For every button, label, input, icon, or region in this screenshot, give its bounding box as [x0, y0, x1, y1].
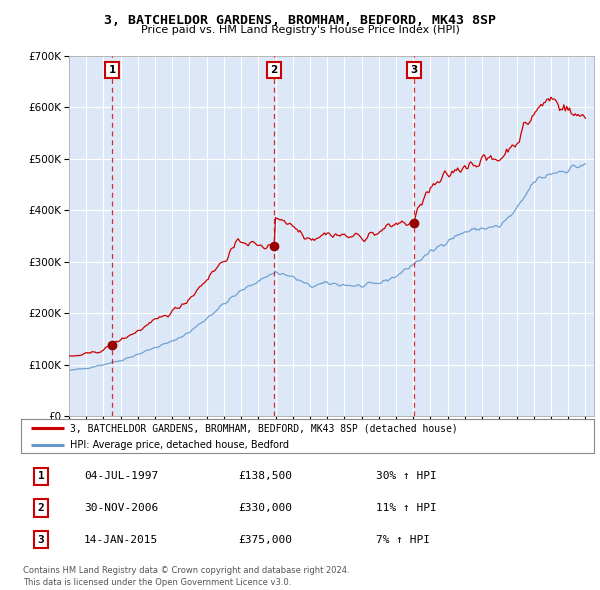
Text: 3: 3	[410, 65, 418, 75]
Text: 1: 1	[109, 65, 116, 75]
Text: £375,000: £375,000	[239, 535, 293, 545]
Text: 11% ↑ HPI: 11% ↑ HPI	[376, 503, 437, 513]
Text: 04-JUL-1997: 04-JUL-1997	[84, 471, 158, 481]
Text: 1: 1	[38, 471, 44, 481]
Text: 3, BATCHELDOR GARDENS, BROMHAM, BEDFORD, MK43 8SP (detached house): 3, BATCHELDOR GARDENS, BROMHAM, BEDFORD,…	[70, 424, 457, 434]
Text: 7% ↑ HPI: 7% ↑ HPI	[376, 535, 430, 545]
Text: 30-NOV-2006: 30-NOV-2006	[84, 503, 158, 513]
Text: 14-JAN-2015: 14-JAN-2015	[84, 535, 158, 545]
Text: 3: 3	[38, 535, 44, 545]
Text: 3, BATCHELDOR GARDENS, BROMHAM, BEDFORD, MK43 8SP: 3, BATCHELDOR GARDENS, BROMHAM, BEDFORD,…	[104, 14, 496, 27]
Text: 2: 2	[38, 503, 44, 513]
Text: This data is licensed under the Open Government Licence v3.0.: This data is licensed under the Open Gov…	[23, 578, 291, 587]
Text: 30% ↑ HPI: 30% ↑ HPI	[376, 471, 437, 481]
Text: Price paid vs. HM Land Registry's House Price Index (HPI): Price paid vs. HM Land Registry's House …	[140, 25, 460, 35]
Text: Contains HM Land Registry data © Crown copyright and database right 2024.: Contains HM Land Registry data © Crown c…	[23, 566, 349, 575]
Text: HPI: Average price, detached house, Bedford: HPI: Average price, detached house, Bedf…	[70, 440, 289, 450]
Text: 2: 2	[271, 65, 278, 75]
Text: £330,000: £330,000	[239, 503, 293, 513]
Text: £138,500: £138,500	[239, 471, 293, 481]
